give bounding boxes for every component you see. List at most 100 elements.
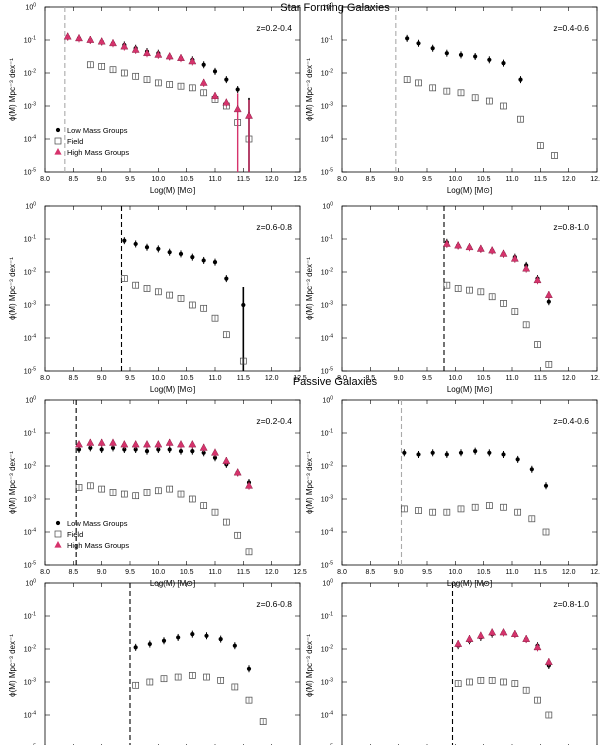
data-point-field — [454, 285, 462, 292]
data-point-low-mass — [235, 87, 240, 92]
axes-frame — [341, 582, 598, 745]
y-tick-label: 10-2 — [24, 645, 36, 654]
y-tick-label: 10-4 — [24, 334, 36, 343]
redshift-annotation: z=0.8-1.0 — [553, 222, 589, 232]
data-point-field — [403, 76, 411, 83]
legend-marker-field — [54, 530, 62, 538]
data-point-high-mass — [454, 639, 463, 647]
data-point-high-mass — [533, 642, 542, 651]
data-point-high-mass — [476, 631, 485, 639]
data-point-field — [471, 503, 479, 511]
data-point-low-mass — [144, 245, 150, 250]
data-point-field — [154, 79, 162, 87]
axes-frame — [44, 205, 301, 372]
y-tick-exponent: -3 — [32, 678, 37, 684]
y-tick-label: 10-5 — [24, 561, 36, 570]
data-point-field — [154, 487, 162, 495]
data-point-low-mass — [212, 455, 218, 460]
y-tick-exponent: 0 — [33, 579, 36, 585]
data-point-high-mass — [131, 440, 140, 448]
x-axis-label: Log(M) [M⊙] — [150, 186, 195, 195]
x-axis-label: Log(M) [M⊙] — [150, 579, 195, 588]
x-axis-label: Log(M) [M⊙] — [447, 579, 492, 588]
redshift-annotation: z=0.2-0.4 — [256, 23, 292, 33]
data-point-field — [454, 680, 462, 688]
series-low-mass-groups — [76, 444, 252, 486]
data-point-field — [488, 293, 496, 301]
data-point-field — [109, 66, 117, 74]
x-tick-label: 12.0 — [265, 569, 279, 576]
y-tick-exponent: -2 — [329, 462, 334, 468]
y-tick-exponent: 0 — [330, 396, 333, 402]
data-point-high-mass — [211, 91, 219, 99]
data-point-field — [217, 676, 225, 684]
data-point-high-mass — [488, 628, 497, 636]
data-point-field — [542, 528, 550, 536]
data-point-field — [211, 508, 219, 516]
data-point-field — [239, 357, 247, 365]
x-tick-label: 10.0 — [449, 176, 463, 183]
data-point-low-mass — [156, 447, 161, 452]
y-tick-label: 100 — [322, 396, 333, 405]
data-point-low-mass — [190, 255, 195, 260]
data-point-field — [188, 84, 196, 92]
y-tick-label: 10-4 — [24, 528, 36, 537]
data-point-field — [200, 89, 208, 97]
data-point-field — [98, 63, 106, 70]
data-point-low-mass — [212, 69, 218, 74]
data-point-field — [500, 503, 507, 511]
data-point-low-mass — [232, 643, 237, 648]
y-tick-exponent: 0 — [330, 202, 333, 208]
data-point-low-mass — [246, 666, 252, 671]
data-point-field — [429, 84, 437, 92]
data-point-high-mass — [188, 440, 197, 448]
series-low-mass-groups — [133, 630, 252, 673]
data-point-field — [545, 361, 553, 368]
y-tick-label: 100 — [25, 579, 36, 588]
data-point-high-mass — [75, 440, 83, 448]
data-point-field — [511, 680, 519, 688]
panel-5: 8.0 8.5 9.0 9.5 10.0 10.5 11.0 11.5 12.0 12.5 10-5… — [8, 396, 307, 589]
data-point-low-mass — [444, 452, 449, 457]
y-tick-exponent: -1 — [32, 429, 37, 435]
y-tick-label: 10-3 — [24, 495, 36, 504]
y-tick-label: 10-2 — [321, 462, 333, 471]
y-axis-label: ϕ(M) Mpc⁻³ dex⁻¹ — [8, 451, 17, 514]
y-tick-exponent: 0 — [330, 579, 333, 585]
data-point-high-mass — [544, 657, 553, 665]
data-point-low-mass — [416, 41, 421, 46]
data-point-field — [259, 718, 267, 725]
x-tick-label: 8.0 — [337, 176, 347, 183]
data-point-field — [188, 495, 196, 503]
legend-marker-low-mass — [55, 127, 61, 133]
data-point-high-mass — [177, 53, 185, 61]
y-tick-exponent: -4 — [329, 711, 334, 717]
data-point-low-mass — [144, 449, 150, 454]
x-tick-label: 9.5 — [125, 176, 135, 183]
data-point-field — [551, 152, 558, 159]
data-point-high-mass — [442, 239, 451, 247]
x-tick-label: 8.0 — [40, 176, 50, 183]
data-point-high-mass — [109, 38, 117, 47]
data-point-field — [160, 675, 168, 683]
y-tick-label: 10-1 — [24, 235, 36, 244]
data-point-field — [457, 89, 465, 97]
y-axis-label: ϕ(M) Mpc⁻³ dex⁻¹ — [305, 634, 314, 697]
data-point-field — [86, 61, 94, 69]
x-tick-label: 10.0 — [152, 569, 166, 576]
data-point-field — [166, 81, 174, 88]
y-tick-label: 10-4 — [321, 334, 333, 343]
y-tick-exponent: -4 — [32, 334, 37, 340]
data-point-low-mass — [176, 635, 181, 640]
data-point-high-mass — [120, 42, 129, 50]
data-point-high-mass — [165, 52, 174, 60]
data-point-low-mass — [201, 450, 206, 455]
data-point-field — [488, 676, 496, 684]
axes-frame — [44, 582, 301, 745]
series-field — [400, 502, 550, 536]
data-point-low-mass — [405, 36, 410, 41]
data-point-low-mass — [190, 632, 195, 637]
data-point-field — [457, 505, 465, 513]
series-high-mass-groups — [63, 32, 253, 172]
panel-3: 8.0 8.5 9.0 9.5 10.0 10.5 11.0 11.5 12.0 12.5 10-5… — [8, 202, 307, 395]
